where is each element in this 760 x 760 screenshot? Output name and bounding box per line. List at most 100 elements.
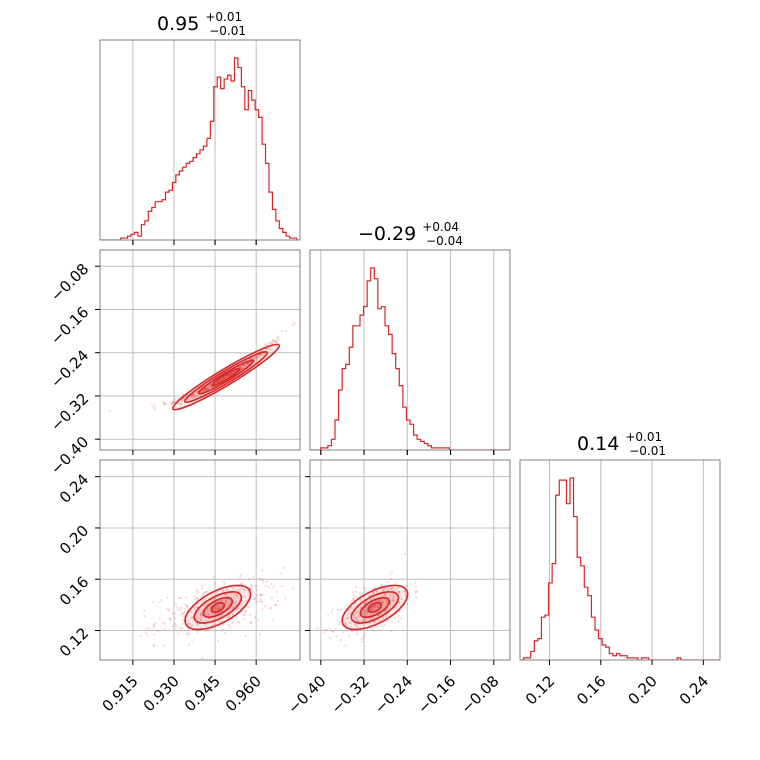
sample-point	[203, 387, 206, 390]
sample-point	[415, 596, 418, 599]
minus-param-0: −0.01	[209, 24, 246, 38]
sample-point	[249, 621, 252, 624]
histogram-param-1	[310, 267, 510, 450]
sample-point	[350, 605, 353, 609]
axes-frames	[99, 39, 721, 661]
ytick-label-1-3: −0.16	[47, 303, 92, 348]
sample-point	[385, 599, 388, 602]
sample-point	[176, 606, 179, 609]
sample-point	[264, 605, 267, 608]
sample-point	[202, 389, 205, 392]
sample-point	[232, 589, 236, 592]
sample-point	[202, 592, 205, 595]
sample-point	[271, 339, 274, 342]
sample-point	[220, 379, 223, 382]
sample-point	[248, 613, 252, 616]
sample-point	[228, 373, 231, 376]
sample-point	[201, 657, 204, 660]
sample-point	[377, 599, 380, 603]
sample-point	[243, 363, 247, 366]
sample-point	[181, 612, 184, 615]
sample-point	[160, 599, 164, 602]
sample-point	[167, 608, 170, 611]
sample-point	[158, 617, 161, 620]
sample-point	[233, 371, 236, 374]
density-contours-10	[171, 343, 281, 411]
sample-point	[152, 644, 155, 647]
sample-point	[261, 608, 264, 611]
sample-point	[178, 626, 181, 629]
sample-point	[211, 608, 215, 611]
sample-point	[192, 394, 195, 397]
sample-point	[238, 365, 241, 368]
sample-point	[239, 587, 242, 590]
sample-point	[224, 582, 227, 585]
sample-point	[414, 589, 417, 592]
sample-point	[146, 634, 149, 637]
sample-point	[227, 373, 230, 377]
sample-point	[242, 594, 245, 598]
sample-point	[233, 593, 236, 596]
sample-point	[240, 602, 243, 606]
sample-point	[190, 610, 193, 613]
sample-point	[173, 612, 176, 615]
sample-point	[330, 611, 333, 614]
sample-point	[205, 387, 208, 390]
sample-point	[403, 590, 406, 593]
sample-point	[226, 604, 230, 607]
xtick-label-1-1: −0.32	[328, 672, 373, 717]
sample-point	[170, 402, 173, 405]
sample-point	[187, 632, 190, 635]
sample-point	[222, 623, 225, 627]
sample-point	[291, 324, 294, 327]
axes-frame-2-0	[99, 459, 301, 661]
contour-level-2	[202, 596, 234, 618]
sample-point	[372, 592, 375, 595]
median-param-0: 0.95	[157, 13, 199, 35]
sample-point	[272, 619, 275, 622]
sample-point	[206, 590, 209, 593]
sample-point	[231, 607, 234, 610]
sample-point	[229, 372, 232, 376]
sample-point	[274, 603, 277, 606]
sample-point	[241, 582, 244, 585]
sample-point	[373, 604, 376, 608]
sample-point	[108, 409, 111, 413]
sample-point	[276, 335, 279, 338]
sample-point	[230, 373, 233, 376]
sample-point	[184, 603, 187, 606]
sample-point	[414, 585, 417, 588]
xtick-label-0-2: 0.945	[181, 672, 224, 715]
sample-point	[397, 620, 400, 623]
xtick-label-2-2: 0.20	[625, 672, 661, 708]
sample-point	[203, 388, 206, 392]
sample-point	[191, 624, 194, 627]
sample-point	[209, 385, 212, 388]
sample-point	[249, 587, 253, 591]
sample-point	[266, 343, 269, 346]
sample-point	[392, 593, 395, 596]
sample-point	[389, 572, 392, 576]
sample-point	[382, 588, 385, 591]
sample-point	[349, 620, 352, 624]
sample-point	[165, 608, 168, 611]
xtick-label-1-4: −0.08	[457, 672, 502, 717]
sample-point	[416, 590, 419, 593]
contour-level-3	[211, 367, 241, 387]
sample-point	[353, 613, 356, 616]
sample-point	[193, 594, 196, 598]
sample-point	[205, 387, 208, 390]
sample-point	[385, 615, 388, 618]
sample-point	[217, 608, 221, 611]
sample-point	[376, 604, 379, 607]
sample-point	[222, 589, 225, 592]
sample-point	[164, 403, 167, 407]
sample-point	[218, 603, 221, 606]
sample-point	[217, 380, 220, 383]
sample-point	[349, 611, 353, 614]
sample-point	[398, 594, 401, 597]
sample-point	[335, 635, 338, 638]
sample-point	[252, 598, 256, 601]
sample-point	[251, 591, 254, 594]
sample-point	[215, 604, 219, 608]
